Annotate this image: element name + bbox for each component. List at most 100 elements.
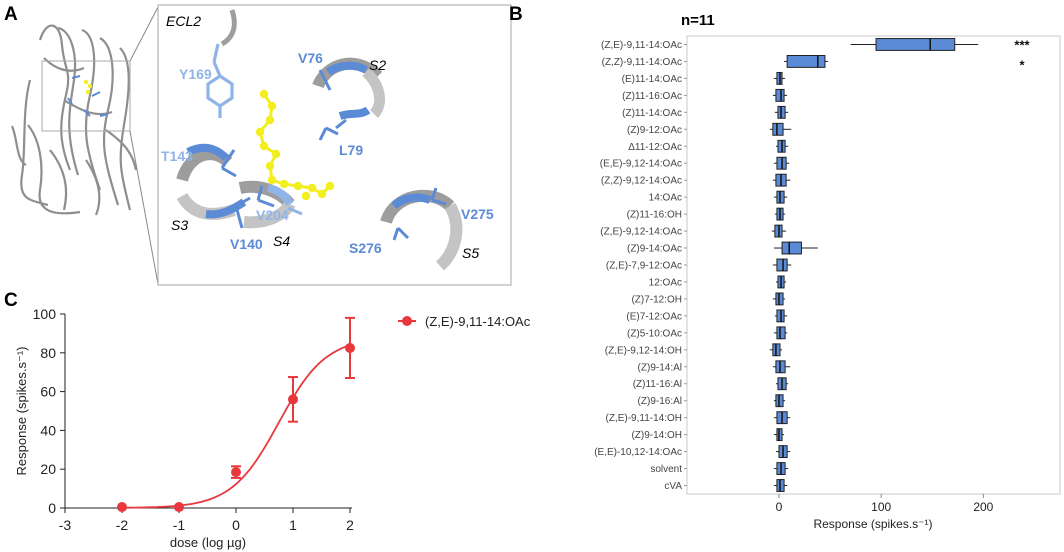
s4-label: S4	[273, 233, 290, 249]
x-tick-label: 200	[973, 500, 993, 514]
category-label: (E,E)-9,12-14:OAc	[600, 159, 682, 170]
x-tick-label: 0	[776, 500, 783, 514]
v204-label: V204	[256, 207, 289, 223]
panel-c: C 0 20 40 60 80 100 -3 -2 -1 0 1 2 dose (log µg) Re…	[4, 290, 531, 550]
s276-label: S276	[349, 240, 382, 256]
category-label: (Z,E)-7,9-12:OAc	[606, 261, 682, 272]
panel-c-letter: C	[4, 290, 18, 311]
s3-helix	[176, 143, 251, 229]
zoom-connector-bottom	[129, 130, 159, 285]
category-label: (Z,E)-9,11-14:OH	[606, 413, 683, 424]
v76-label: V76	[298, 50, 323, 66]
category-label: (Z,Z)-9,12-14:OAc	[601, 176, 682, 187]
legend-marker	[402, 316, 412, 326]
y-tick-label: 80	[40, 345, 56, 361]
chart-b-title: n=11	[681, 12, 715, 29]
s4-helix	[238, 180, 303, 229]
box	[875, 38, 956, 51]
category-label: 14:OAc	[649, 193, 682, 204]
overview-ligand	[83, 79, 93, 95]
x-tick-label: 0	[232, 517, 240, 533]
category-label: (Z,E)-9,12-14:OAc	[600, 227, 682, 238]
category-label: Δ11-12:OAc	[628, 142, 682, 153]
chart-c-marks: 0 20 40 60 80 100 -3 -2 -1 0 1 2	[33, 306, 355, 533]
data-point	[231, 467, 241, 478]
overview-ligand-marks	[67, 75, 109, 117]
category-label: (E,E)-10,12-14:OAc	[594, 447, 682, 458]
x-tick-label: 1	[289, 517, 297, 533]
l79-label: L79	[339, 142, 363, 158]
category-label: cVA	[664, 481, 682, 492]
s2-helix	[312, 57, 386, 141]
x-tick-label: -2	[116, 517, 129, 533]
y-tick-label: 60	[40, 384, 56, 400]
category-label: (Z)11-14:OAc	[622, 108, 682, 119]
category-label: (Z,Z)-9,11-14:OAc	[602, 57, 682, 68]
box	[776, 326, 786, 340]
category-label: (Z)5-10:OAc	[627, 328, 682, 339]
chart-c-ylabel: Response (spikes.s⁻¹)	[14, 347, 29, 476]
category-label: (Z)7-12:OH	[631, 294, 682, 305]
zoom-box	[41, 60, 131, 132]
box	[786, 55, 826, 68]
category-label: (Z)11-16:OAc	[622, 91, 682, 102]
v275-label: V275	[461, 206, 494, 222]
s2-label: S2	[369, 57, 386, 73]
protein-overview-image	[10, 24, 138, 216]
box	[772, 122, 784, 136]
category-label: (Z)9-16:Al	[638, 396, 682, 407]
category-label: 12:OAc	[649, 277, 682, 288]
ligand	[255, 89, 335, 201]
s3-label: S3	[171, 217, 188, 233]
ecl2-label: ECL2	[166, 13, 201, 29]
panel-a-letter: A	[4, 4, 18, 25]
y-tick-label: 20	[40, 461, 56, 477]
v140-label: V140	[230, 236, 263, 252]
chart-b-plot-border	[686, 35, 1061, 495]
category-label: (Z)9-14:Al	[638, 362, 682, 373]
panel-b-letter: B	[509, 4, 523, 25]
category-label: (Z)9-12:OAc	[627, 125, 682, 136]
chart-b-xlabel: Response (spikes.s⁻¹)	[813, 517, 932, 531]
data-point	[174, 502, 184, 513]
category-label: solvent	[650, 464, 682, 475]
category-label: (E)11-14:OAc	[622, 74, 682, 85]
box	[775, 88, 785, 102]
category-label: (Z,E)-9,12-14:OH	[605, 345, 682, 356]
y-tick-label: 40	[40, 422, 56, 438]
category-label: (Z)9-14:OH	[631, 430, 682, 441]
category-label: (Z)9-14:OAc	[627, 244, 682, 255]
x-tick-label: -3	[59, 517, 72, 533]
x-tick-label: 100	[871, 500, 891, 514]
box	[776, 258, 788, 272]
fit-curve	[122, 344, 351, 509]
panel-a: A	[4, 4, 512, 286]
data-point	[288, 394, 298, 405]
y-tick-label: 0	[48, 500, 56, 516]
x-tick-label: -1	[173, 517, 186, 533]
chart-c-xlabel: dose (log µg)	[170, 535, 246, 550]
data-point	[117, 502, 127, 513]
category-label: (Z)11-16:OH	[627, 210, 682, 221]
data-point	[345, 342, 355, 353]
ecl2-loop	[220, 9, 237, 47]
panel-b: B n=11 0 100 200 (Z,E)-9,11-14:OAc *** (Z,Z)-…	[509, 4, 1061, 531]
y169-residue	[206, 43, 234, 118]
zoom-connector-top	[129, 6, 159, 62]
category-label: (Z,E)-9,11-14:OAc	[601, 40, 682, 51]
y-tick-label: 100	[33, 306, 57, 322]
chart-b-marks: 0 100 200 (Z,E)-9,11-14:OAc *** (Z,Z)-9,11-14…	[594, 37, 1030, 514]
x-tick-label: 2	[346, 517, 354, 533]
legend-label: (Z,E)-9,11-14:OAc	[425, 314, 531, 329]
significance-marker: ***	[1014, 37, 1030, 52]
y169-label: Y169	[179, 66, 212, 82]
t143-label: T143	[161, 148, 193, 164]
category-label: (Z)11-16:Al	[633, 379, 682, 390]
significance-marker: *	[1019, 57, 1025, 72]
category-label: (E)7-12:OAc	[626, 311, 682, 322]
s5-label: S5	[462, 245, 479, 261]
box	[781, 241, 802, 255]
chart-c-legend: (Z,E)-9,11-14:OAc	[398, 314, 531, 329]
s5-helix	[380, 187, 463, 271]
